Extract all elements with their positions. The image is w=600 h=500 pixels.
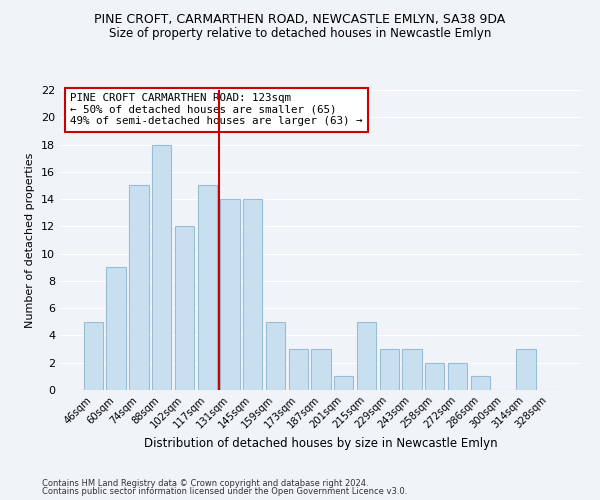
Bar: [129, 186, 149, 390]
Bar: [403, 349, 422, 390]
X-axis label: Distribution of detached houses by size in Newcastle Emlyn: Distribution of detached houses by size …: [144, 438, 498, 450]
Bar: [84, 322, 103, 390]
Bar: [289, 349, 308, 390]
Text: PINE CROFT CARMARTHEN ROAD: 123sqm
← 50% of detached houses are smaller (65)
49%: PINE CROFT CARMARTHEN ROAD: 123sqm ← 50%…: [70, 93, 363, 126]
Bar: [152, 144, 172, 390]
Bar: [380, 349, 399, 390]
Bar: [106, 268, 126, 390]
Bar: [220, 199, 239, 390]
Bar: [516, 349, 536, 390]
Bar: [243, 199, 262, 390]
Bar: [175, 226, 194, 390]
Text: Contains public sector information licensed under the Open Government Licence v3: Contains public sector information licen…: [42, 487, 407, 496]
Bar: [470, 376, 490, 390]
Bar: [357, 322, 376, 390]
Bar: [334, 376, 353, 390]
Y-axis label: Number of detached properties: Number of detached properties: [25, 152, 35, 328]
Text: Size of property relative to detached houses in Newcastle Emlyn: Size of property relative to detached ho…: [109, 28, 491, 40]
Bar: [197, 186, 217, 390]
Bar: [266, 322, 285, 390]
Bar: [425, 362, 445, 390]
Bar: [448, 362, 467, 390]
Text: PINE CROFT, CARMARTHEN ROAD, NEWCASTLE EMLYN, SA38 9DA: PINE CROFT, CARMARTHEN ROAD, NEWCASTLE E…: [94, 12, 506, 26]
Bar: [311, 349, 331, 390]
Text: Contains HM Land Registry data © Crown copyright and database right 2024.: Contains HM Land Registry data © Crown c…: [42, 478, 368, 488]
